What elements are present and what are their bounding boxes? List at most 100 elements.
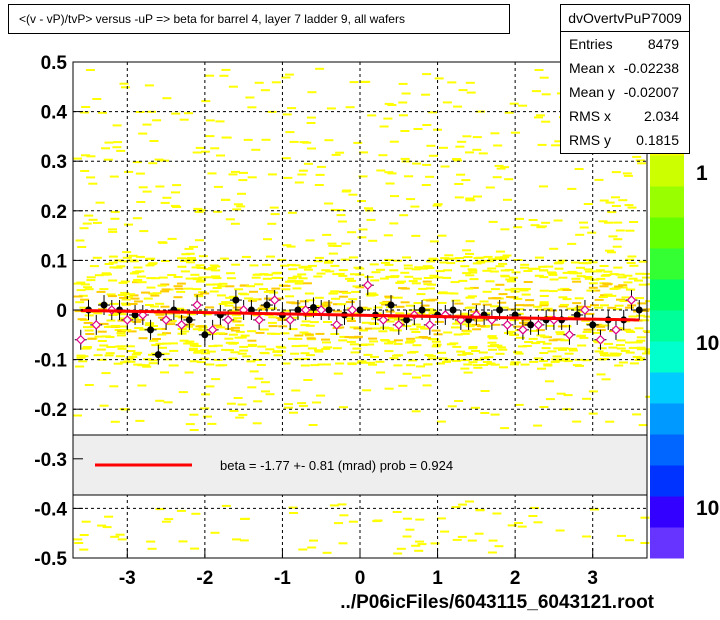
heatmap-cell bbox=[460, 312, 470, 315]
heatmap-cell bbox=[217, 285, 227, 288]
heatmap-cell bbox=[321, 347, 331, 350]
heatmap-cell bbox=[277, 346, 287, 349]
heatmap-cell bbox=[244, 297, 254, 300]
heatmap-cell bbox=[338, 290, 348, 293]
stats-value: -0.02007 bbox=[623, 84, 679, 100]
heatmap-cell bbox=[330, 290, 340, 293]
heatmap-cell bbox=[470, 406, 480, 409]
heatmap-cell bbox=[99, 288, 109, 291]
heatmap-cell bbox=[442, 360, 451, 363]
heatmap-cell bbox=[519, 322, 528, 324]
heatmap-cell bbox=[471, 350, 481, 352]
heatmap-cell bbox=[389, 222, 399, 225]
heatmap-cell bbox=[423, 277, 433, 279]
heatmap-cell bbox=[338, 269, 348, 272]
heatmap-cell bbox=[128, 254, 138, 257]
heatmap-cell bbox=[86, 155, 96, 158]
heatmap-cell bbox=[472, 262, 482, 265]
heatmap-cell bbox=[157, 333, 167, 336]
heatmap-cell bbox=[585, 312, 595, 315]
heatmap-cell bbox=[617, 534, 626, 537]
heatmap-cell bbox=[488, 348, 497, 351]
heatmap-cell bbox=[240, 293, 250, 296]
heatmap-cell bbox=[478, 351, 488, 354]
heatmap-cell bbox=[600, 354, 609, 357]
color-bar-segment bbox=[650, 186, 684, 218]
heatmap-cell bbox=[160, 283, 170, 286]
heatmap-cell bbox=[467, 295, 477, 298]
heatmap-cell bbox=[628, 315, 638, 318]
heatmap-cell bbox=[405, 528, 415, 531]
heatmap-cell bbox=[564, 352, 574, 355]
heatmap-cell bbox=[558, 305, 568, 308]
heatmap-cell bbox=[393, 552, 403, 555]
stats-key: Mean y bbox=[569, 84, 615, 100]
heatmap-cell bbox=[247, 339, 257, 342]
heatmap-cell bbox=[314, 349, 323, 352]
heatmap-cell bbox=[463, 371, 473, 374]
heatmap-cell bbox=[488, 220, 498, 223]
heatmap-cell bbox=[272, 350, 282, 353]
heatmap-cell bbox=[455, 257, 465, 259]
heatmap-cell bbox=[249, 290, 258, 293]
heatmap-cell bbox=[339, 335, 349, 338]
heatmap-cell bbox=[289, 512, 299, 514]
heatmap-cell bbox=[113, 362, 123, 365]
data-point-diamond bbox=[285, 315, 296, 325]
heatmap-cell bbox=[114, 259, 124, 262]
heatmap-cell bbox=[462, 135, 472, 138]
heatmap-cell bbox=[237, 336, 247, 339]
heatmap-cell bbox=[221, 68, 231, 71]
heatmap-cell bbox=[249, 370, 259, 373]
heatmap-cell bbox=[221, 301, 231, 304]
heatmap-cell bbox=[494, 545, 504, 548]
heatmap-cell bbox=[160, 371, 169, 374]
heatmap-cell bbox=[228, 173, 238, 176]
heatmap-cell bbox=[408, 280, 418, 283]
heatmap-cell bbox=[285, 280, 294, 283]
heatmap-cell bbox=[198, 291, 208, 294]
heatmap-cell bbox=[530, 224, 540, 227]
heatmap-cell bbox=[478, 152, 488, 155]
heatmap-cell bbox=[600, 324, 610, 327]
heatmap-cell bbox=[260, 381, 270, 384]
heatmap-cell bbox=[497, 301, 507, 304]
heatmap-cell bbox=[533, 521, 543, 524]
heatmap-cell bbox=[488, 539, 498, 542]
heatmap-cell bbox=[460, 265, 470, 268]
heatmap-cell bbox=[638, 424, 648, 427]
heatmap-cell bbox=[385, 310, 395, 313]
heatmap-cell bbox=[521, 319, 531, 322]
heatmap-cell bbox=[402, 256, 411, 259]
heatmap-cell bbox=[596, 329, 606, 332]
heatmap-cell bbox=[541, 221, 551, 224]
heatmap-cell bbox=[160, 201, 170, 204]
heatmap-cell bbox=[160, 260, 170, 262]
heatmap-cell bbox=[188, 349, 198, 352]
heatmap-cell bbox=[79, 355, 89, 358]
heatmap-cell bbox=[624, 539, 634, 542]
heatmap-cell bbox=[602, 274, 612, 276]
heatmap-cell bbox=[528, 337, 538, 340]
heatmap-cell bbox=[287, 277, 297, 279]
heatmap-cell bbox=[547, 272, 557, 275]
heatmap-cell bbox=[590, 278, 600, 281]
heatmap-cell bbox=[260, 89, 270, 92]
heatmap-cell bbox=[132, 280, 142, 283]
heatmap-cell bbox=[372, 327, 381, 330]
heatmap-cell bbox=[274, 277, 284, 279]
y-tick-label: -0.5 bbox=[34, 549, 67, 570]
data-point bbox=[247, 306, 255, 314]
heatmap-cell bbox=[226, 402, 236, 405]
heatmap-cell bbox=[428, 111, 438, 114]
heatmap-cell bbox=[265, 393, 275, 396]
heatmap-cell bbox=[429, 258, 439, 261]
heatmap-cell bbox=[505, 278, 515, 281]
heatmap-cell bbox=[452, 158, 462, 160]
heatmap-cell bbox=[281, 288, 291, 291]
heatmap-cell bbox=[247, 299, 257, 302]
heatmap-cell bbox=[237, 352, 247, 355]
heatmap-cell bbox=[492, 512, 502, 515]
heatmap-cell bbox=[401, 160, 411, 163]
heatmap-cell bbox=[263, 290, 273, 293]
